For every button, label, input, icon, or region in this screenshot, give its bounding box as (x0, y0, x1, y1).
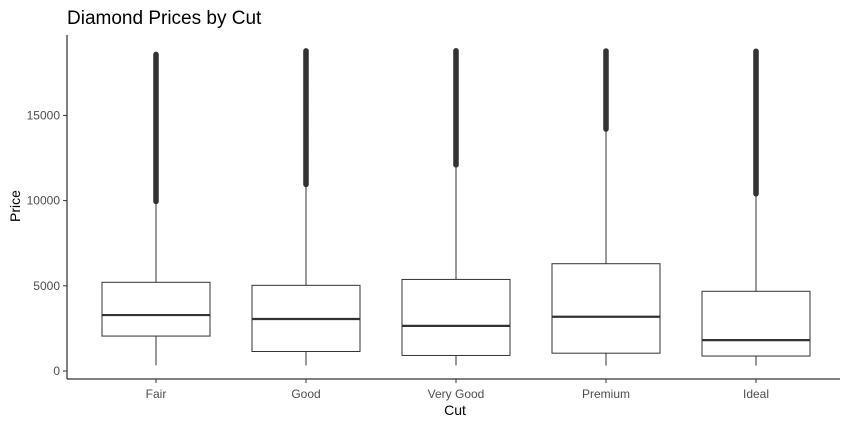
x-tick-label: Very Good (428, 387, 485, 401)
outlier-point (453, 48, 459, 54)
plot-area (101, 48, 811, 366)
outliers-ideal (753, 48, 759, 197)
outliers-fair (153, 51, 159, 205)
box-ideal (701, 48, 811, 366)
box-very-good (401, 48, 511, 366)
y-tick-label: 15000 (27, 108, 61, 122)
outliers-very-good (453, 48, 459, 168)
iqr-box (551, 263, 661, 354)
x-tick-label: Good (291, 387, 320, 401)
box-premium (551, 48, 661, 366)
iqr-box (101, 281, 211, 337)
y-tick-label: 0 (53, 364, 60, 378)
x-tick-label: Fair (146, 387, 167, 401)
box-good (251, 48, 361, 366)
outliers-good (303, 48, 309, 188)
outlier-point (753, 48, 759, 55)
outliers-premium (603, 48, 609, 132)
y-axis-title: Price (7, 190, 23, 222)
iqr-box (401, 278, 511, 356)
x-axis-title: Cut (444, 402, 466, 418)
iqr-box (701, 290, 811, 357)
box-fair (101, 51, 211, 366)
axes: 0 5000 10000 15000 Fair Good Very Good Premium I… (27, 35, 840, 401)
y-tick-label: 10000 (27, 194, 61, 208)
outlier-point (153, 51, 159, 58)
outlier-point (603, 48, 609, 54)
outlier-point (303, 48, 309, 54)
x-tick-label: Ideal (743, 387, 769, 401)
y-tick-label: 5000 (33, 279, 60, 293)
x-tick-label: Premium (582, 387, 630, 401)
chart-title: Diamond Prices by Cut (67, 8, 262, 29)
